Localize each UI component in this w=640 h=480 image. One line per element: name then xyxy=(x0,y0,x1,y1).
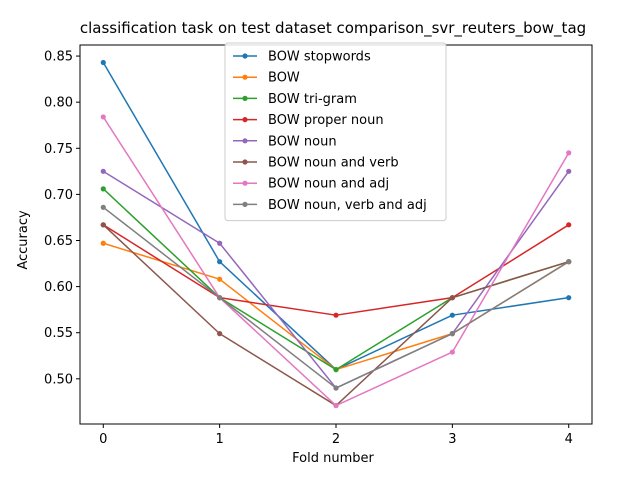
legend-swatch-marker xyxy=(242,138,248,144)
data-point xyxy=(566,295,572,301)
y-tick-label: 0.85 xyxy=(44,50,73,65)
legend-entry: BOW noun and verb xyxy=(233,156,399,171)
chart-title: classification task on test dataset comp… xyxy=(80,19,586,38)
x-tick-label: 1 xyxy=(215,432,223,447)
legend-label: BOW tri-gram xyxy=(268,92,357,107)
data-point xyxy=(449,349,455,355)
legend-label: BOW noun and adj xyxy=(268,177,389,192)
y-axis-title: Accuracy xyxy=(16,210,31,270)
legend-swatch-marker xyxy=(242,53,248,59)
x-tick-label: 4 xyxy=(565,432,573,447)
legend-box xyxy=(224,42,447,222)
data-point xyxy=(217,331,223,337)
legend-label: BOW xyxy=(268,71,300,86)
legend-entry: BOW tri-gram xyxy=(233,92,357,107)
legend-swatch-marker xyxy=(242,117,248,123)
legend-swatch-marker xyxy=(242,95,248,101)
legend-label: BOW noun, verb and adj xyxy=(268,198,427,213)
series-8 xyxy=(100,204,572,391)
data-point xyxy=(217,295,223,301)
data-point xyxy=(333,366,339,373)
data-point xyxy=(100,114,106,120)
data-point xyxy=(217,276,223,282)
data-point xyxy=(100,204,106,210)
series-layer xyxy=(100,59,572,409)
data-point xyxy=(566,259,572,265)
data-point xyxy=(566,150,572,156)
data-point xyxy=(333,385,339,391)
series-7 xyxy=(100,114,572,409)
data-point xyxy=(100,240,106,246)
legend-label: BOW noun xyxy=(268,134,337,149)
legend-entry: BOW noun xyxy=(233,134,337,149)
legend-label: BOW noun and verb xyxy=(268,156,399,171)
y-tick-label: 0.80 xyxy=(44,96,73,111)
x-tick-label: 2 xyxy=(332,432,340,447)
data-point xyxy=(100,168,106,174)
y-tick-label: 0.55 xyxy=(44,326,73,341)
y-tick-label: 0.75 xyxy=(44,142,73,157)
legend-swatch-marker xyxy=(242,74,248,80)
legend-entry: BOW stopwords xyxy=(233,50,371,65)
data-point xyxy=(449,295,455,301)
data-point xyxy=(449,312,455,318)
data-point xyxy=(100,186,106,192)
x-axis-title: Fold number xyxy=(292,451,374,466)
x-tick-label: 0 xyxy=(99,432,107,447)
legend-label: BOW stopwords xyxy=(268,50,371,65)
legend-entry: BOW proper noun xyxy=(233,113,384,128)
legend-label: BOW proper noun xyxy=(268,113,384,128)
legend: BOW stopwords BOW BOW tri-gram BOW proper n… xyxy=(224,42,447,222)
data-point xyxy=(217,259,223,265)
y-tick-label: 0.65 xyxy=(44,234,73,249)
y-tick-label: 0.50 xyxy=(44,372,73,387)
data-point xyxy=(333,402,339,409)
data-point xyxy=(566,168,572,174)
x-tick-label: 3 xyxy=(448,432,456,447)
data-point xyxy=(100,222,106,228)
y-tick-label: 0.60 xyxy=(44,280,73,295)
data-point xyxy=(217,240,223,246)
legend-entry: BOW noun and adj xyxy=(233,177,389,192)
data-point xyxy=(333,312,339,318)
axes: 0 1 2 3 4 0.50 0.55 0.60 0.65 0.70 0.75 0.80 0.85 xyxy=(44,44,593,447)
legend-swatch-marker xyxy=(242,159,248,165)
legend-swatch-marker xyxy=(242,180,248,186)
data-point xyxy=(449,331,455,337)
legend-swatch-marker xyxy=(242,201,248,207)
legend-entry: BOW noun, verb and adj xyxy=(233,198,427,213)
y-tick-label: 0.70 xyxy=(44,188,73,203)
data-point xyxy=(566,222,572,228)
data-point xyxy=(100,59,106,66)
legend-entry: BOW xyxy=(233,71,300,86)
